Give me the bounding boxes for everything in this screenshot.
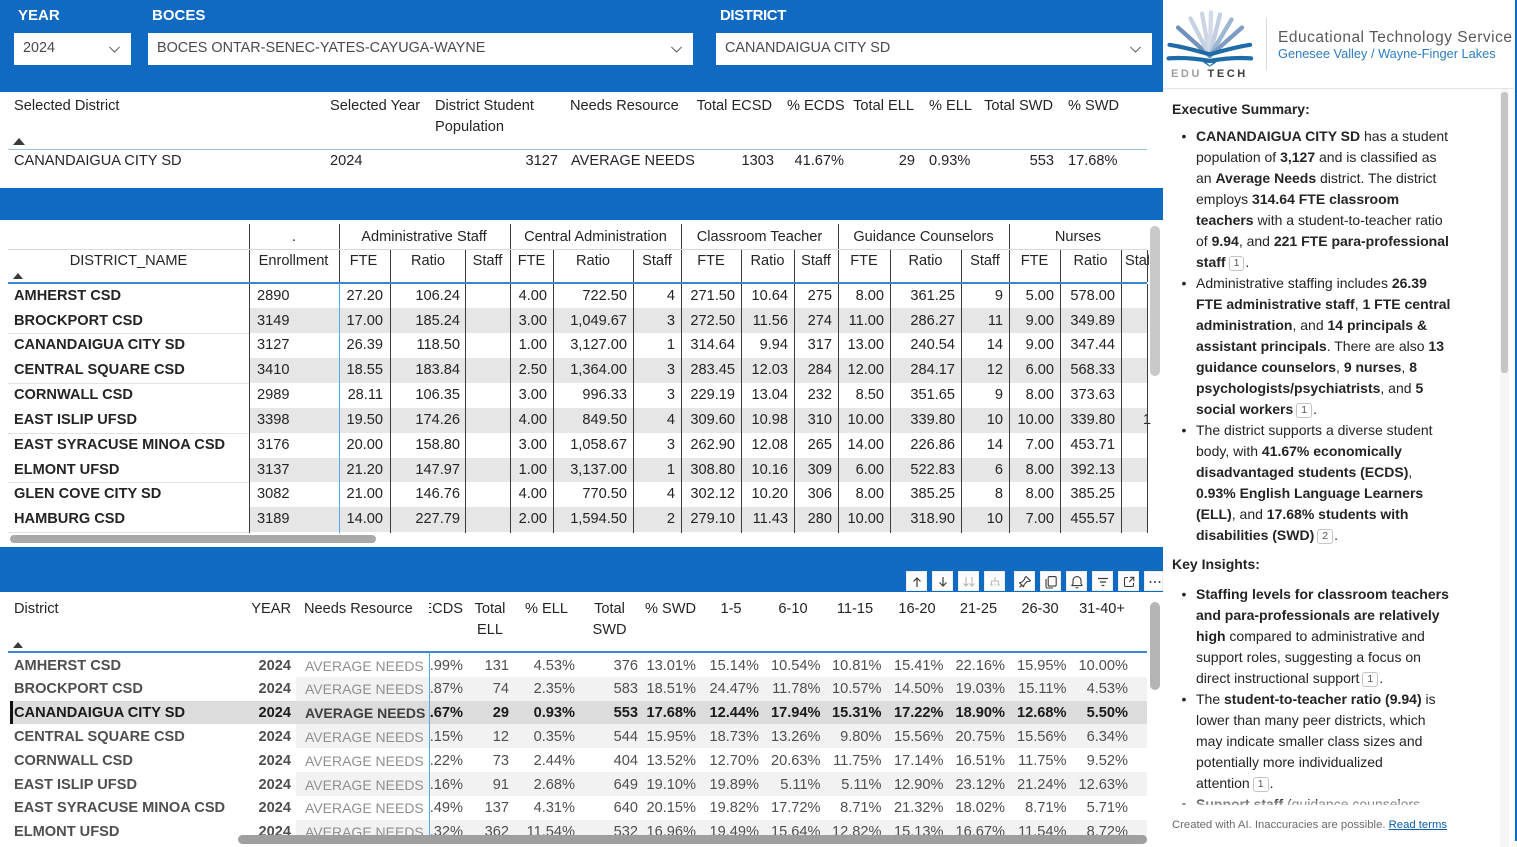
svg-text:EDU: EDU [1171, 68, 1202, 80]
svg-text:TECH: TECH [1208, 68, 1248, 80]
